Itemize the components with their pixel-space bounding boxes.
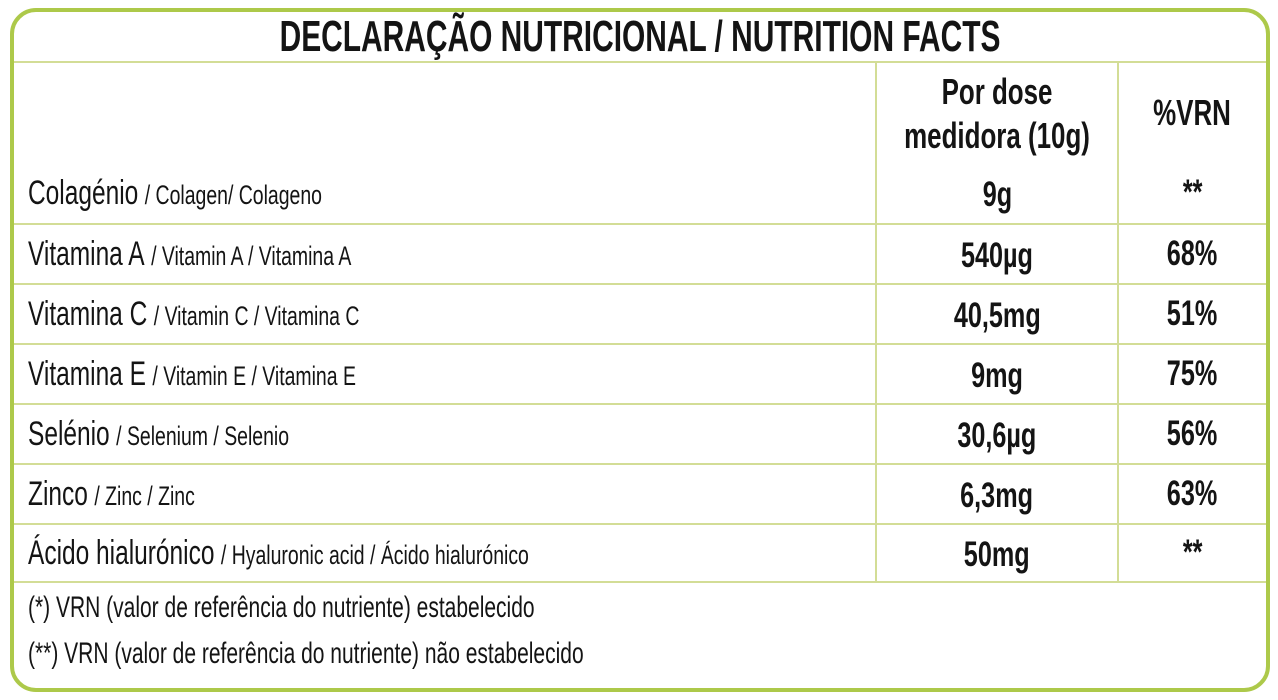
footnote-line: (**) VRN (valor de referência do nutrien… <box>28 636 584 670</box>
nutrient-name-secondary: / Vitamin E / Vitamina E <box>152 360 356 391</box>
vrn-value: 51% <box>1167 294 1218 333</box>
vrn-cell: 63% <box>1117 465 1266 523</box>
table-title: DECLARAÇÃO NUTRICIONAL / NUTRITION FACTS <box>279 11 1001 61</box>
table-row: Ácido hialurónico / Hyaluronic acid / Áci… <box>14 523 1266 581</box>
table-row: Vitamina E / Vitamin E / Vitamina E 9mg 7… <box>14 343 1266 403</box>
nutrient-name-primary: Ácido hialurónico <box>28 533 215 572</box>
nutrient-name-secondary: / Vitamin C / Vitamina C <box>153 300 360 331</box>
header-vrn-label: %VRN <box>1153 92 1232 133</box>
vrn-value: ** <box>1182 533 1203 572</box>
header-amount-line2: medidora (10g) <box>904 115 1090 156</box>
amount-cell: 540µg <box>875 225 1117 283</box>
amount-cell: 40,5mg <box>875 285 1117 343</box>
amount-value: 6,3mg <box>960 476 1034 515</box>
amount-value: 9mg <box>971 356 1023 395</box>
table-row: Vitamina C / Vitamin C / Vitamina C 40,5m… <box>14 283 1266 343</box>
amount-value: 9g <box>982 175 1012 214</box>
nutrient-name-cell: Selénio / Selenium / Selenio <box>14 405 875 463</box>
amount-value: 40,5mg <box>953 296 1041 335</box>
nutrient-name-primary: Selénio <box>28 414 110 453</box>
nutrient-name-secondary: / Colagen/ Colageno <box>144 179 322 210</box>
nutrient-name-cell: Colagénio / Colagen/ Colageno <box>14 163 875 223</box>
header-row: Por dose medidora (10g) %VRN <box>14 63 1266 163</box>
nutrient-name-primary: Vitamina E <box>28 354 146 393</box>
nutrient-name-cell: Zinco / Zinc / Zinc <box>14 465 875 523</box>
vrn-value: 68% <box>1167 234 1218 273</box>
footnote-line: (*) VRN (valor de referência do nutrient… <box>28 590 535 624</box>
amount-cell: 50mg <box>875 525 1117 581</box>
nutrition-table: DECLARAÇÃO NUTRICIONAL / NUTRITION FACTS… <box>10 8 1270 692</box>
vrn-cell: 51% <box>1117 285 1266 343</box>
table-row: Colagénio / Colagen/ Colageno 9g ** <box>14 163 1266 223</box>
nutrient-name-primary: Colagénio <box>28 173 139 212</box>
vrn-cell: ** <box>1117 163 1266 223</box>
table-body: Colagénio / Colagen/ Colageno 9g ** Vitam… <box>14 163 1266 581</box>
nutrient-name-secondary: / Hyaluronic acid / Ácido hialurónico <box>220 539 529 570</box>
nutrient-name-secondary: / Zinc / Zinc <box>94 480 195 511</box>
nutrient-name-secondary: / Vitamin A / Vitamina A <box>151 240 352 271</box>
nutrient-name-cell: Vitamina A / Vitamin A / Vitamina A <box>14 225 875 283</box>
header-vrn-cell: %VRN <box>1117 63 1266 163</box>
vrn-cell: 68% <box>1117 225 1266 283</box>
amount-value: 540µg <box>961 236 1033 275</box>
table-title-row: DECLARAÇÃO NUTRICIONAL / NUTRITION FACTS <box>14 12 1266 63</box>
footnotes: (*) VRN (valor de referência do nutrient… <box>14 581 1266 686</box>
vrn-value: 75% <box>1167 354 1218 393</box>
header-amount-line1: Por dose <box>941 71 1053 112</box>
amount-cell: 9g <box>875 163 1117 223</box>
amount-cell: 6,3mg <box>875 465 1117 523</box>
amount-cell: 9mg <box>875 345 1117 403</box>
vrn-value: ** <box>1182 173 1203 212</box>
table-row: Selénio / Selenium / Selenio 30,6µg 56% <box>14 403 1266 463</box>
nutrient-name-primary: Zinco <box>28 474 88 513</box>
header-nutrient-cell <box>14 63 875 163</box>
vrn-value: 63% <box>1167 474 1218 513</box>
amount-value: 50mg <box>964 535 1030 574</box>
amount-cell: 30,6µg <box>875 405 1117 463</box>
nutrient-name-cell: Ácido hialurónico / Hyaluronic acid / Áci… <box>14 525 875 581</box>
nutrient-name-primary: Vitamina A <box>28 234 145 273</box>
nutrient-name-primary: Vitamina C <box>28 294 148 333</box>
amount-value: 30,6µg <box>957 416 1037 455</box>
nutrient-name-cell: Vitamina C / Vitamin C / Vitamina C <box>14 285 875 343</box>
vrn-cell: 75% <box>1117 345 1266 403</box>
vrn-cell: ** <box>1117 525 1266 581</box>
header-amount-cell: Por dose medidora (10g) <box>875 63 1117 163</box>
nutrient-name-secondary: / Selenium / Selenio <box>116 420 290 451</box>
table-row: Vitamina A / Vitamin A / Vitamina A 540µg… <box>14 223 1266 283</box>
vrn-cell: 56% <box>1117 405 1266 463</box>
nutrient-name-cell: Vitamina E / Vitamin E / Vitamina E <box>14 345 875 403</box>
vrn-value: 56% <box>1167 414 1218 453</box>
table-row: Zinco / Zinc / Zinc 6,3mg 63% <box>14 463 1266 523</box>
